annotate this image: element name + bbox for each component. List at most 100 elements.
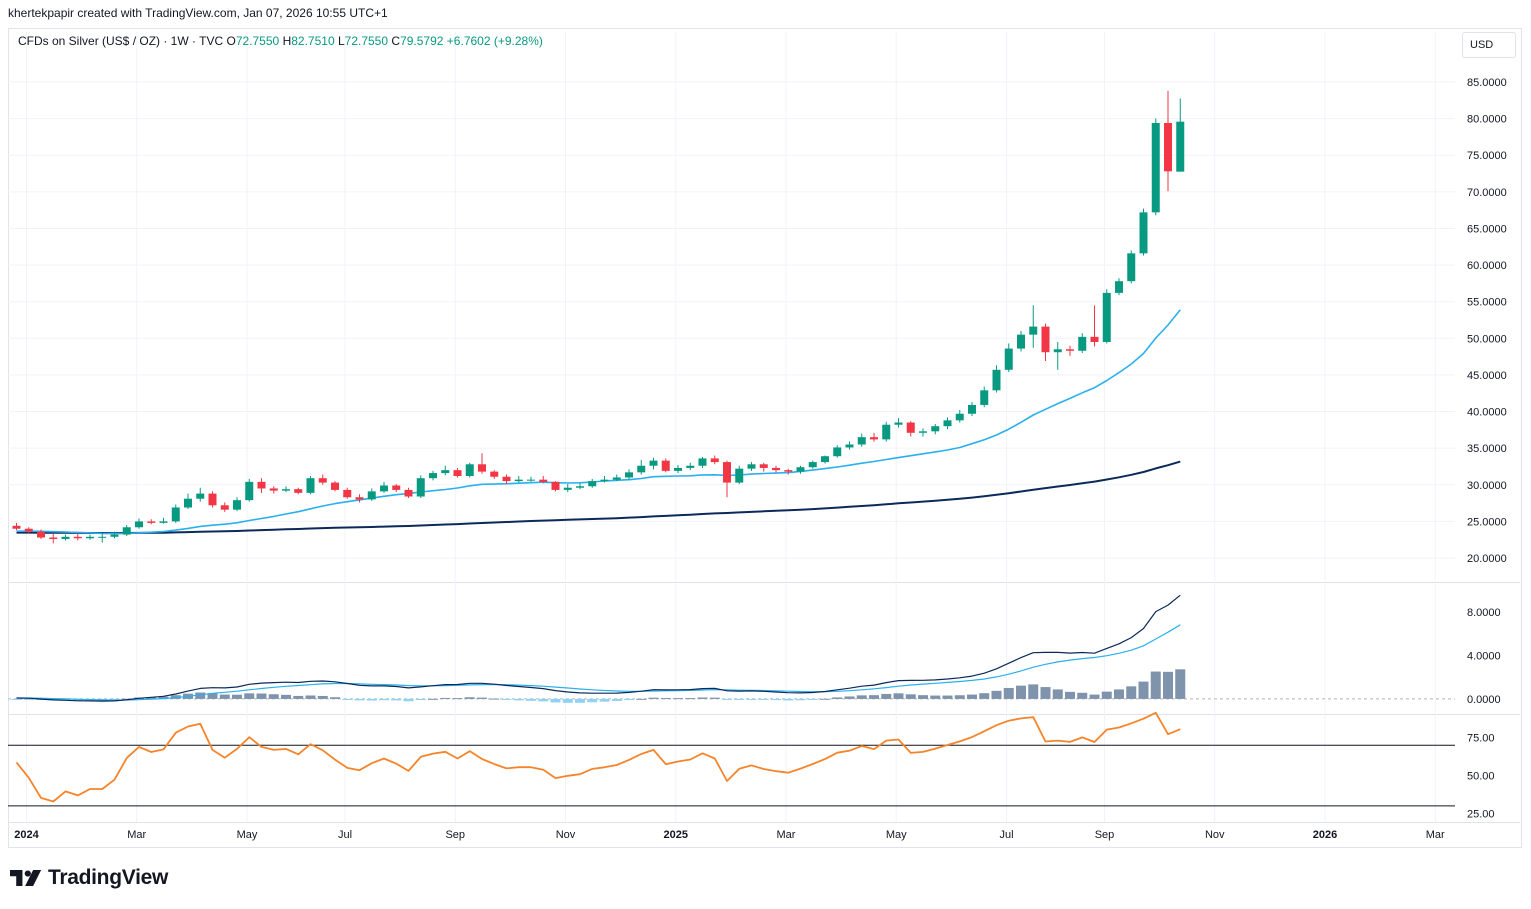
candle-body <box>355 497 364 500</box>
candle-body <box>931 426 940 432</box>
macd-histogram-bar <box>991 690 1002 699</box>
candle-body <box>539 479 548 482</box>
macd-histogram-bar <box>11 698 22 700</box>
macd-histogram-bar <box>366 698 377 701</box>
macd-histogram-bar <box>673 698 683 700</box>
macd-histogram-bar <box>967 694 977 699</box>
price-axis-tick: 70.0000 <box>1467 187 1507 199</box>
macd-histogram-bar <box>1052 689 1063 699</box>
macd-histogram-bar <box>428 698 438 700</box>
macd-axis-tick: 4.0000 <box>1467 650 1501 662</box>
macd-histogram-bar <box>930 695 941 699</box>
macd-histogram-bar <box>771 698 781 701</box>
macd-histogram-bar <box>722 698 732 700</box>
macd-histogram-bar <box>207 693 218 699</box>
macd-histogram-bar <box>856 695 867 699</box>
candle-body <box>882 424 891 440</box>
candle-body <box>269 488 278 491</box>
macd-histogram-bar <box>881 693 892 699</box>
macd-histogram-bar <box>979 693 990 699</box>
legend-symbol: CFDs on Silver (US$ / OZ) · 1W · TVC <box>18 34 224 48</box>
candle-body <box>490 471 499 477</box>
candle-body <box>233 500 241 510</box>
macd-histogram-bar <box>562 698 573 703</box>
macd-histogram-bar <box>121 698 132 700</box>
candle-body <box>135 521 143 528</box>
macd-axis-tick: 8.0000 <box>1467 607 1501 619</box>
candle-body <box>49 537 58 539</box>
candle-body <box>318 478 327 483</box>
candle-body <box>514 479 523 482</box>
macd-line <box>16 594 1181 702</box>
price-axis-tick: 60.0000 <box>1467 260 1507 272</box>
price-axis-tick: 50.0000 <box>1467 333 1507 345</box>
macd-histogram-bar <box>244 693 255 699</box>
candle-body <box>1066 349 1074 351</box>
candle-body <box>122 527 131 535</box>
time-axis-tick: Mar <box>777 829 796 841</box>
macd-histogram-bar <box>403 698 414 702</box>
candle-body <box>661 460 670 471</box>
macd-histogram-bar <box>869 695 879 699</box>
candle-body <box>808 462 817 468</box>
macd-histogram-bar <box>795 698 806 701</box>
macd-histogram-bar <box>158 696 169 699</box>
candle-body <box>1090 336 1099 342</box>
macd-histogram-bar <box>354 698 365 701</box>
time-axis-tick: Jul <box>338 829 352 841</box>
macd-histogram-bar <box>905 694 916 699</box>
candle-body <box>1164 122 1172 172</box>
price-axis-tick: 25.0000 <box>1467 516 1507 528</box>
candle-body <box>723 462 731 483</box>
candle-body <box>1078 336 1087 351</box>
candle-body <box>502 476 511 482</box>
macd-histogram-bar <box>942 695 953 699</box>
legend-close-label: C <box>391 34 401 48</box>
macd-histogram-bar <box>1175 669 1186 699</box>
chart-attribution: khertekpapir created with TradingView.co… <box>8 6 388 20</box>
macd-histogram-bar <box>611 698 622 701</box>
macd-histogram-bar <box>587 698 598 703</box>
candle-body <box>906 422 915 433</box>
legend-low-label: L <box>337 34 345 48</box>
macd-histogram-bar <box>746 698 757 700</box>
candle-body <box>110 534 119 537</box>
time-axis-tick: Sep <box>1095 829 1115 841</box>
macd-histogram-bar <box>636 698 647 700</box>
macd-histogram-bar <box>697 697 708 699</box>
macd-histogram-bar <box>452 698 463 700</box>
candle-body <box>625 472 633 478</box>
macd-histogram-bar <box>1065 691 1075 699</box>
macd-histogram-bar <box>305 695 316 699</box>
candle-body <box>637 465 646 473</box>
candle-body <box>563 487 572 490</box>
legend-change: +6.7602 (+9.28%) <box>446 34 543 48</box>
candle-body <box>796 467 805 472</box>
time-axis-tick: Nov <box>1205 829 1225 841</box>
legend-close: 79.5792 <box>400 34 444 48</box>
candle-body <box>12 525 21 529</box>
candle-body <box>919 431 927 433</box>
macd-signal-line <box>16 624 1181 701</box>
candle-body <box>465 464 474 476</box>
brand-name: TradingView <box>48 866 169 889</box>
time-axis-tick: Jul <box>999 829 1013 841</box>
ma-fast-line <box>16 309 1181 535</box>
rsi-axis-tick: 25.00 <box>1467 808 1495 820</box>
macd-histogram-bar <box>464 697 475 699</box>
candle-body <box>784 470 793 472</box>
price-axis-tick: 20.0000 <box>1467 553 1507 565</box>
candle-body <box>588 481 597 487</box>
macd-histogram-bar <box>1163 671 1173 699</box>
candle-body <box>98 536 107 538</box>
candle-body <box>870 437 878 440</box>
macd-histogram-bar <box>807 698 818 700</box>
candle-body <box>86 536 94 539</box>
macd-axis-tick: 0.0000 <box>1467 694 1501 706</box>
macd-histogram-bar <box>1126 686 1137 699</box>
macd-histogram-bar <box>170 695 181 699</box>
currency-button[interactable]: USD <box>1462 32 1516 58</box>
macd-histogram-bar <box>440 697 451 699</box>
candle-body <box>380 485 388 492</box>
